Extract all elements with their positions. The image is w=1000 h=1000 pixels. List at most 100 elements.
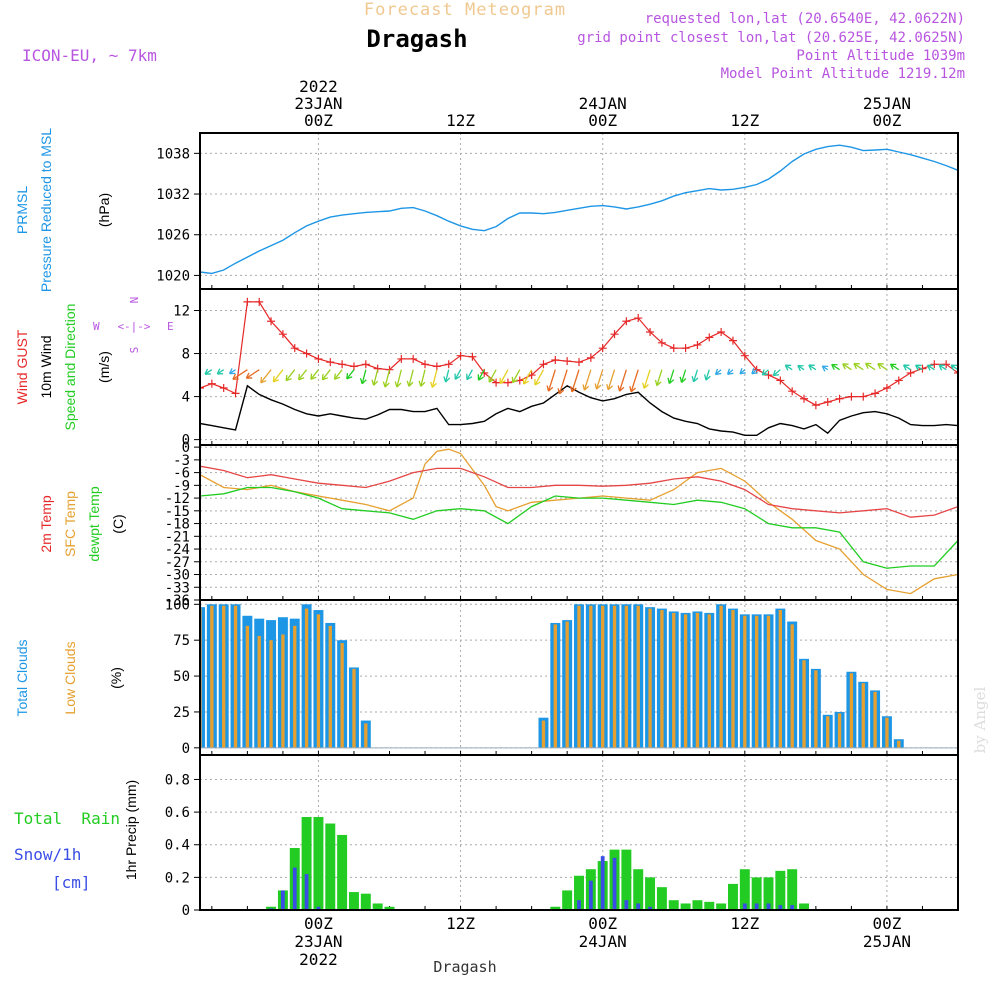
low-cloud-bar bbox=[304, 608, 309, 748]
dewpt-temp-line bbox=[200, 486, 958, 569]
watermark: by Angel bbox=[971, 686, 989, 753]
low-cloud-bar bbox=[222, 605, 226, 748]
low-cloud-bar bbox=[826, 716, 830, 748]
wind-arrow-head bbox=[853, 362, 860, 370]
top-time-label: 00Z bbox=[872, 111, 901, 130]
low-cloud-bar bbox=[837, 713, 842, 748]
wind-arrow-head bbox=[272, 375, 280, 383]
wind-arrow bbox=[618, 369, 627, 392]
wind-axis-label: (m/s) bbox=[96, 351, 112, 383]
clouds-ytick-label: 75 bbox=[173, 633, 190, 649]
wind-arrow-head bbox=[714, 368, 722, 376]
gust-point bbox=[942, 360, 951, 369]
clouds-ytick-label: 0 bbox=[182, 741, 190, 757]
pressure-line bbox=[200, 144, 958, 275]
clouds-ytick-label: 50 bbox=[173, 669, 190, 685]
wind-arrow-head bbox=[359, 378, 367, 385]
wind-arrow-head bbox=[511, 376, 518, 384]
low-cloud-bar bbox=[636, 605, 640, 748]
snow-bar bbox=[600, 856, 605, 910]
wind-arrow bbox=[499, 369, 509, 384]
wind-arrow bbox=[431, 369, 438, 388]
rain-bar bbox=[621, 849, 632, 910]
low-cloud-bar bbox=[885, 717, 889, 748]
temp-ytick-label: -24 bbox=[165, 542, 190, 558]
gust-point bbox=[421, 360, 430, 369]
wind-arrow-head bbox=[260, 376, 267, 384]
wind-arrow bbox=[298, 369, 308, 381]
temp-axis-label: 2m Temp bbox=[38, 495, 54, 553]
wind-arrow bbox=[477, 369, 485, 381]
wind-arrow bbox=[488, 369, 497, 383]
wind-arrow bbox=[384, 369, 391, 388]
wind-arrow bbox=[668, 369, 675, 384]
wind-arrow bbox=[181, 370, 188, 375]
low-cloud-bar bbox=[340, 643, 344, 748]
wind-arrow-head bbox=[877, 363, 884, 370]
low-cloud-bar bbox=[257, 635, 261, 748]
rain-bar bbox=[325, 823, 336, 910]
temp-ytick-label: -27 bbox=[165, 555, 190, 571]
gust-point bbox=[219, 383, 228, 392]
footer-location: Dragash bbox=[433, 958, 496, 976]
wind-arrow bbox=[950, 364, 958, 371]
top-time-label: 2022 bbox=[299, 77, 338, 96]
rain-bar bbox=[787, 869, 798, 910]
wind-arrow-head bbox=[181, 369, 187, 374]
wind-arrow-head bbox=[726, 368, 734, 375]
wind-arrow bbox=[200, 369, 201, 371]
clouds-ytick-label: 25 bbox=[173, 705, 190, 721]
rain-bar bbox=[656, 887, 667, 910]
banner-title: Forecast Meteogram bbox=[364, 0, 566, 20]
temp-ytick-label: -6 bbox=[173, 466, 190, 482]
snow-bar bbox=[754, 903, 759, 910]
rain-bar bbox=[301, 817, 312, 910]
wind-arrow-head bbox=[594, 383, 602, 390]
wind-arrow-head bbox=[629, 386, 636, 393]
point-altitude: Point Altitude 1039m bbox=[796, 48, 965, 64]
wind-arrow bbox=[204, 369, 213, 375]
wind-arrow-head bbox=[204, 368, 211, 375]
wind-arrow-head bbox=[418, 380, 426, 387]
wind-arrow bbox=[310, 369, 319, 380]
wind-arrow-head bbox=[938, 364, 945, 371]
wind-arrow bbox=[607, 369, 616, 390]
low-cloud-bar bbox=[683, 614, 688, 748]
gust-point bbox=[409, 354, 418, 363]
wind-axis-label: 10m Wind bbox=[38, 335, 54, 398]
low-cloud-bar bbox=[269, 640, 273, 748]
top-time-label: 25JAN bbox=[863, 94, 911, 113]
rain-bar bbox=[775, 870, 786, 910]
rain-bar bbox=[716, 903, 727, 910]
wind-axis-label: Wind GUST bbox=[14, 329, 30, 404]
wind-arrow bbox=[512, 369, 521, 384]
rain-bar bbox=[763, 877, 774, 910]
wind-arrow-head bbox=[606, 383, 613, 391]
wind-arrow-head bbox=[298, 373, 305, 381]
gust-point bbox=[290, 344, 299, 353]
gust-point bbox=[717, 328, 726, 337]
wind-arrow-head bbox=[499, 377, 506, 385]
wind-arrow bbox=[583, 369, 592, 391]
low-cloud-bar bbox=[541, 720, 546, 748]
rain-bar bbox=[384, 906, 395, 910]
wind-arrow bbox=[915, 364, 923, 371]
wind-arrow-head bbox=[228, 368, 236, 375]
cloud-bars bbox=[200, 604, 904, 748]
wind-arrow bbox=[630, 369, 639, 393]
rain-bar bbox=[348, 892, 359, 910]
gust-point bbox=[835, 394, 844, 403]
low-cloud-bar bbox=[897, 740, 901, 748]
precip-bars bbox=[266, 817, 810, 910]
low-cloud-bar bbox=[790, 624, 794, 748]
wind-arrow-head bbox=[739, 368, 746, 375]
temp-axis-label: dewpt Temp bbox=[86, 486, 102, 561]
wind-arrow-head bbox=[751, 368, 758, 375]
gust-point bbox=[278, 330, 287, 339]
temp-axis-label: (C) bbox=[110, 514, 126, 533]
wind-arrow bbox=[705, 369, 710, 381]
low-cloud-bar bbox=[695, 612, 700, 748]
wind-arrow-head bbox=[522, 378, 530, 385]
compass-e: E bbox=[167, 320, 174, 333]
low-cloud-bar bbox=[589, 605, 593, 748]
